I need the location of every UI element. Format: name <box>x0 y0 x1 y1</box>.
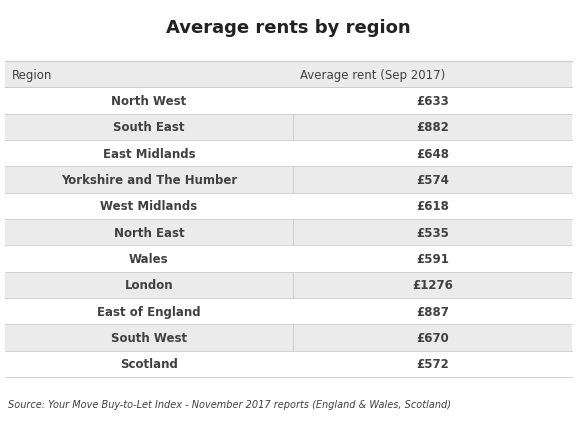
Text: £1276: £1276 <box>413 279 453 291</box>
Text: North West: North West <box>111 95 186 108</box>
Text: Yorkshire and The Humber: Yorkshire and The Humber <box>61 173 237 187</box>
Text: Average rent (Sep 2017): Average rent (Sep 2017) <box>300 69 445 81</box>
Text: £887: £887 <box>416 305 449 318</box>
Text: Source: Your Move Buy-to-Let Index - November 2017 reports (England & Wales, Sco: Source: Your Move Buy-to-Let Index - Nov… <box>8 399 451 409</box>
Text: £670: £670 <box>417 331 449 344</box>
Text: East of England: East of England <box>97 305 201 318</box>
Text: Wales: Wales <box>129 252 168 265</box>
Text: £572: £572 <box>417 357 449 370</box>
Text: £633: £633 <box>417 95 449 108</box>
Text: East Midlands: East Midlands <box>103 147 195 160</box>
Text: London: London <box>125 279 173 291</box>
Text: £648: £648 <box>416 147 449 160</box>
Text: £535: £535 <box>416 226 449 239</box>
Text: £882: £882 <box>416 121 449 134</box>
Text: £591: £591 <box>416 252 449 265</box>
Text: West Midlands: West Midlands <box>100 200 197 213</box>
Text: Scotland: Scotland <box>120 357 178 370</box>
Text: £618: £618 <box>416 200 449 213</box>
Text: South West: South West <box>111 331 187 344</box>
Text: North East: North East <box>114 226 184 239</box>
Text: South East: South East <box>113 121 185 134</box>
Text: Average rents by region: Average rents by region <box>166 19 411 37</box>
Text: Region: Region <box>12 69 52 81</box>
Text: £574: £574 <box>416 173 449 187</box>
